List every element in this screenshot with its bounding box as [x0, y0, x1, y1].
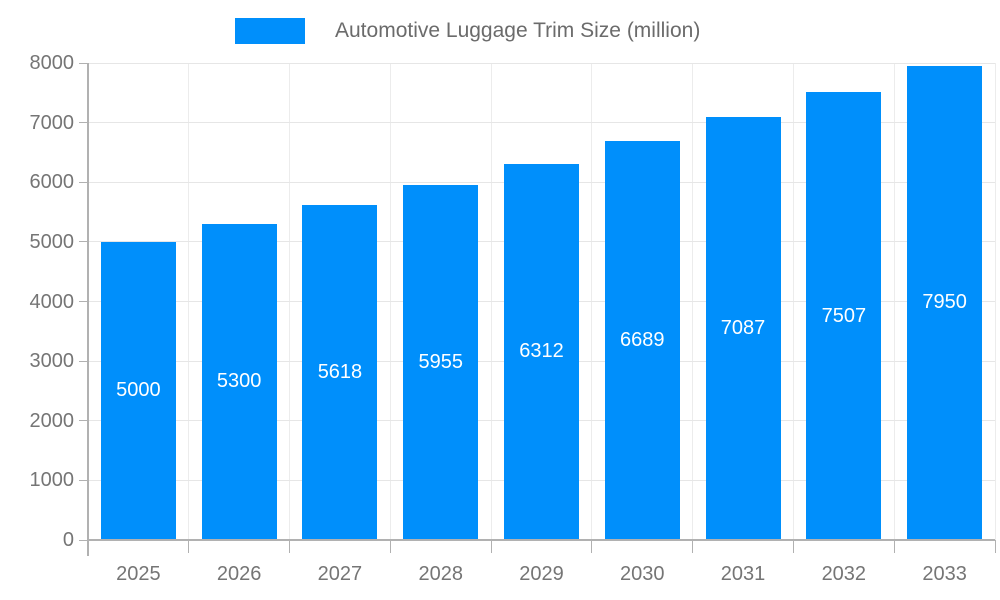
bar[interactable]: 6689: [604, 141, 680, 540]
y-axis-tick: [79, 241, 88, 243]
bar-value-label: 5000: [116, 379, 161, 402]
bar-value-label: 6312: [519, 340, 564, 363]
y-axis-label: 1000: [29, 469, 75, 492]
bar[interactable]: 7507: [806, 92, 882, 540]
x-axis-tick: [188, 540, 190, 553]
y-axis-tick: [79, 181, 88, 183]
x-axis-tick: [994, 540, 996, 553]
y-axis-tick: [79, 420, 88, 422]
bar[interactable]: 5955: [403, 184, 479, 540]
x-axis-label: 2032: [821, 563, 867, 585]
bar-value-label: 5618: [317, 361, 363, 383]
bar[interactable]: 6312: [504, 163, 579, 540]
x-axis-tick: [692, 540, 694, 553]
x-axis-label: 2028: [418, 563, 463, 585]
x-axis-line: [88, 539, 995, 541]
bar[interactable]: 5618: [302, 205, 378, 540]
bar[interactable]: 7950: [907, 65, 983, 540]
legend-label: Automotive Luggage Trim Size (million): [335, 19, 701, 42]
bar[interactable]: 7087: [705, 117, 781, 540]
x-axis-tick: [389, 540, 391, 553]
x-axis-label: 2025: [116, 563, 161, 585]
bar-value-label: 5300: [216, 370, 262, 393]
y-axis-label: 7000: [29, 111, 75, 134]
x-axis-label: 2026: [216, 563, 262, 585]
x-axis-tick: [87, 540, 89, 553]
y-axis-tick: [79, 479, 88, 481]
bar-value-label: 6689: [620, 329, 665, 352]
y-axis-tick: [79, 122, 88, 124]
y-axis-label: 3000: [29, 350, 75, 373]
x-axis-label: 2031: [720, 563, 766, 585]
y-axis-tick: [79, 360, 88, 362]
x-axis-tick: [792, 540, 794, 553]
y-axis-label: 0: [62, 529, 74, 551]
y-axis-tick: [79, 301, 88, 302]
legend[interactable]: Automotive Luggage Trim Size (million): [235, 18, 700, 44]
bar[interactable]: 5000: [100, 241, 176, 540]
x-axis-label: 2033: [922, 563, 967, 585]
gridline-horizontal: [88, 122, 995, 124]
y-axis-label: 6000: [29, 171, 75, 194]
x-axis-tick: [490, 540, 492, 553]
legend-swatch: [235, 18, 305, 44]
x-axis-label: 2030: [620, 563, 665, 585]
x-axis-tick: [289, 540, 291, 553]
y-axis-tick: [79, 539, 88, 541]
bar-value-label: 7087: [720, 317, 766, 340]
bar-value-label: 5955: [418, 350, 463, 373]
y-axis-tick: [79, 62, 88, 64]
x-axis-tick: [591, 540, 593, 553]
y-axis-label: 5000: [29, 230, 75, 253]
y-axis-line: [87, 63, 89, 556]
bar-value-label: 7507: [821, 304, 867, 327]
y-axis-label: 4000: [29, 290, 75, 313]
y-axis-label: 2000: [29, 409, 75, 432]
gridline-horizontal: [88, 62, 995, 64]
bar[interactable]: 5300: [201, 223, 277, 540]
y-axis-label: 8000: [29, 52, 75, 74]
x-axis-label: 2027: [317, 563, 363, 585]
x-axis-tick: [893, 540, 895, 553]
gridline-vertical: [994, 63, 996, 540]
x-axis-label: 2029: [519, 563, 564, 585]
bar-value-label: 7950: [922, 291, 967, 314]
